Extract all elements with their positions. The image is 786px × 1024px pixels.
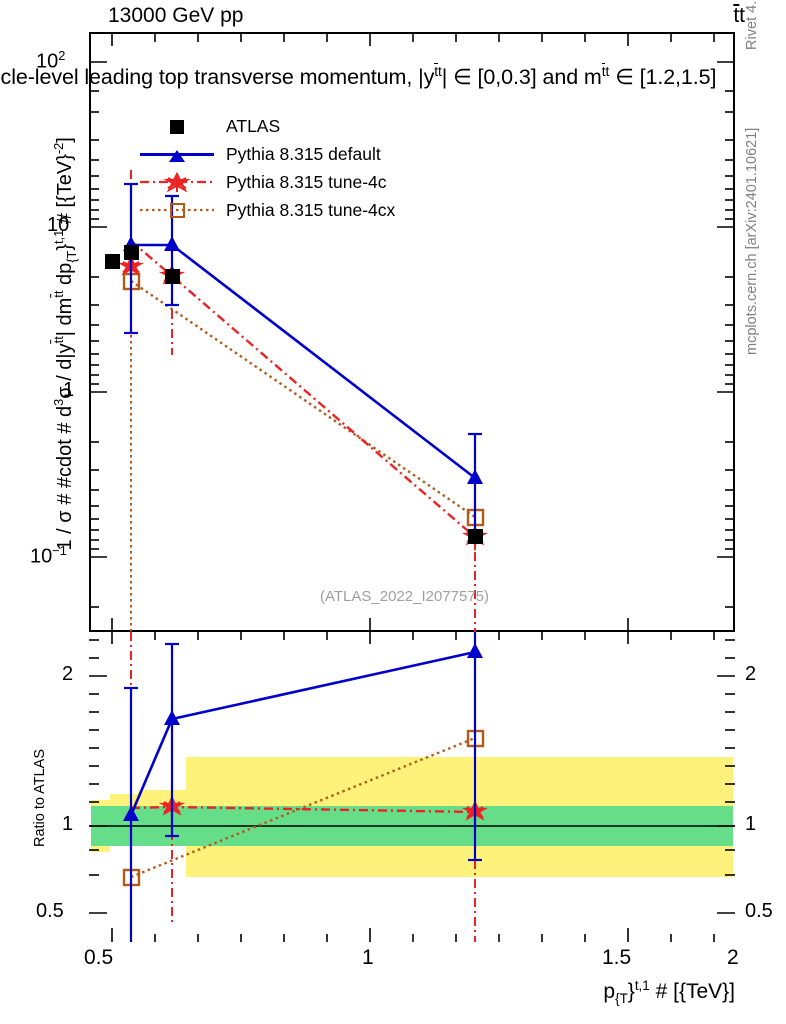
series-atlas-main [105, 245, 483, 544]
x-tick-label-1: 1 [362, 946, 374, 969]
y-tick-label-100: 102 [36, 48, 66, 73]
ratio-tick-label-1-right: 1 [745, 813, 757, 835]
legend-item-tune4cx[interactable]: Pythia 8.315 tune-4cx [140, 196, 395, 224]
marker-triangle [467, 643, 483, 658]
beam-energy-label: 13000 GeV pp [108, 4, 244, 27]
line-tune4c [130, 240, 476, 538]
series-default-main [123, 182, 483, 536]
y-tick-label-10: 10 [47, 214, 70, 236]
dashdot-line-icon [140, 180, 214, 184]
legend-label-tune4cx: Pythia 8.315 tune-4cx [226, 199, 396, 220]
triangle-marker-icon [169, 150, 185, 162]
main-y-ticks [89, 61, 735, 608]
series-tune4c-main [117, 170, 489, 632]
line-default [131, 243, 476, 480]
marker-square [105, 254, 120, 269]
legend-key-tune4cx [140, 201, 214, 219]
main-x-ticks [111, 32, 715, 632]
legend-key-atlas [140, 117, 214, 135]
marker-square [124, 245, 139, 260]
marker-square [165, 269, 180, 284]
marker-triangle [164, 236, 180, 251]
x-tick-label-2: 2 [727, 946, 739, 969]
ratio-x-ticks [111, 632, 715, 942]
x-axis-title: p{T}t,1 # [{TeV}] [603, 978, 735, 1007]
line-tune4cx-ratio [130, 736, 476, 879]
ratio-tick-label-2-left: 2 [62, 663, 74, 685]
series-tune4cx-main [122, 272, 485, 632]
y-tick-label-1: 1 [63, 379, 75, 401]
main-plot-frame [89, 32, 735, 632]
legend-key-default [140, 145, 214, 163]
dotted-line-icon [140, 208, 214, 212]
legend-item-atlas[interactable]: ATLAS [140, 112, 395, 140]
legend-label-default: Pythia 8.315 default [226, 143, 381, 164]
y-tick-label-0p1: 10−1 [30, 543, 67, 568]
legend: ATLAS Pythia 8.315 default Pythia 8.315 … [140, 112, 395, 224]
marker-triangle [164, 710, 180, 725]
legend-label-atlas: ATLAS [226, 115, 281, 136]
legend-item-tune4c[interactable]: Pythia 8.315 tune-4c [140, 168, 395, 196]
marker-triangle [467, 469, 483, 484]
legend-item-default[interactable]: Pythia 8.315 default [140, 140, 395, 168]
ratio-y-ticks [89, 639, 735, 914]
line-tune4cx [130, 280, 476, 518]
process-label: tt [733, 4, 745, 27]
marker-triangle [123, 806, 139, 821]
series-default-ratio [123, 632, 483, 942]
marker-square [468, 529, 483, 544]
ratio-tick-label-0p5-left: 0.5 [36, 900, 64, 922]
analysis-watermark: (ATLAS_2022_I2077575) [320, 588, 490, 605]
star-marker-icon [163, 171, 191, 193]
ratio-tick-label-2-right: 2 [745, 663, 757, 685]
open-square-marker-icon [170, 203, 185, 218]
x-tick-label-0p5: 0.5 [84, 946, 114, 969]
ratio-tick-label-1-left: 1 [62, 813, 74, 835]
ratio-tick-label-0p5-right: 0.5 [745, 900, 773, 922]
x-tick-label-1p5: 1.5 [602, 946, 632, 969]
page-title: ticle-level leading top transverse momen… [0, 63, 717, 90]
legend-key-tune4c [140, 171, 214, 193]
square-marker-icon [170, 120, 184, 134]
legend-label-tune4c: Pythia 8.315 tune-4c [226, 171, 387, 192]
